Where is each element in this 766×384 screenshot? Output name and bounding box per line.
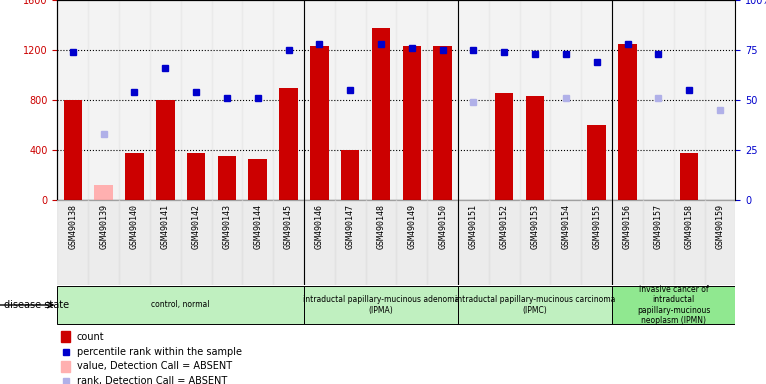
Text: GSM490147: GSM490147	[345, 204, 355, 249]
Bar	[57, 0, 88, 200]
Bar	[643, 0, 674, 200]
Text: disease state: disease state	[4, 300, 69, 310]
Bar	[273, 200, 304, 285]
Bar	[612, 0, 643, 200]
Bar	[427, 200, 458, 285]
Bar	[242, 0, 273, 200]
Bar	[150, 200, 181, 285]
Bar	[304, 200, 335, 285]
Text: GSM490145: GSM490145	[284, 204, 293, 249]
Text: invasive cancer of
intraductal
papillary-mucinous
neoplasm (IPMN): invasive cancer of intraductal papillary…	[637, 285, 710, 325]
Bar	[434, 46, 452, 200]
Text: GSM490138: GSM490138	[68, 204, 77, 249]
Bar	[125, 152, 144, 200]
Bar	[187, 152, 205, 200]
Text: GSM490139: GSM490139	[99, 204, 108, 249]
Text: intraductal papillary-mucinous carcinoma
(IPMC): intraductal papillary-mucinous carcinoma…	[455, 295, 615, 315]
Bar	[612, 286, 735, 324]
Bar	[519, 0, 551, 200]
Bar	[181, 200, 211, 285]
Text: GSM490141: GSM490141	[161, 204, 170, 249]
Bar	[181, 0, 211, 200]
Bar	[705, 200, 735, 285]
Bar	[372, 28, 390, 200]
Bar	[211, 0, 242, 200]
Bar	[64, 100, 82, 200]
Bar	[403, 46, 421, 200]
Bar	[273, 0, 304, 200]
Bar	[335, 0, 365, 200]
Bar	[57, 200, 88, 285]
Bar	[588, 125, 606, 200]
Bar	[643, 200, 674, 285]
Bar	[525, 96, 545, 200]
Text: GSM490146: GSM490146	[315, 204, 324, 249]
Bar	[88, 200, 119, 285]
Bar	[674, 200, 705, 285]
Bar	[489, 0, 519, 200]
Text: GSM490151: GSM490151	[469, 204, 478, 249]
Text: GSM490140: GSM490140	[130, 204, 139, 249]
Bar	[674, 0, 705, 200]
Text: GSM490157: GSM490157	[654, 204, 663, 249]
Bar	[218, 156, 236, 200]
Bar	[551, 200, 581, 285]
Bar	[304, 286, 458, 324]
Text: GSM490155: GSM490155	[592, 204, 601, 249]
Bar	[397, 200, 427, 285]
Bar	[489, 200, 519, 285]
Bar	[150, 0, 181, 200]
Bar	[458, 0, 489, 200]
Bar	[581, 200, 612, 285]
Text: value, Detection Call = ABSENT: value, Detection Call = ABSENT	[77, 361, 232, 371]
Bar	[341, 150, 359, 200]
Bar	[304, 0, 335, 200]
Text: count: count	[77, 332, 104, 342]
Text: GSM490144: GSM490144	[254, 204, 262, 249]
Text: GSM490158: GSM490158	[685, 204, 694, 249]
Bar	[458, 200, 489, 285]
Text: GSM490150: GSM490150	[438, 204, 447, 249]
Bar	[365, 200, 396, 285]
Bar	[551, 0, 581, 200]
Bar	[94, 185, 113, 200]
Bar	[335, 200, 365, 285]
Bar	[618, 44, 637, 200]
Bar	[705, 0, 735, 200]
Text: percentile rank within the sample: percentile rank within the sample	[77, 346, 241, 357]
Bar	[242, 200, 273, 285]
Text: GSM490153: GSM490153	[531, 204, 539, 249]
Bar	[427, 0, 458, 200]
Text: GSM490142: GSM490142	[192, 204, 201, 249]
Bar	[280, 88, 298, 200]
Text: control, normal: control, normal	[152, 301, 210, 310]
Bar	[397, 0, 427, 200]
Text: GSM490156: GSM490156	[623, 204, 632, 249]
Text: GSM490154: GSM490154	[561, 204, 571, 249]
Text: GSM490152: GSM490152	[499, 204, 509, 249]
Text: intraductal papillary-mucinous adenoma
(IPMA): intraductal papillary-mucinous adenoma (…	[303, 295, 459, 315]
Bar	[57, 286, 304, 324]
Bar	[495, 93, 513, 200]
Bar	[211, 200, 242, 285]
Text: GSM490149: GSM490149	[408, 204, 416, 249]
Text: GSM490148: GSM490148	[377, 204, 385, 249]
Text: GSM490159: GSM490159	[715, 204, 725, 249]
Bar	[612, 200, 643, 285]
Bar	[519, 200, 551, 285]
Bar	[88, 0, 119, 200]
Bar	[248, 159, 267, 200]
Text: rank, Detection Call = ABSENT: rank, Detection Call = ABSENT	[77, 376, 227, 384]
Bar	[310, 46, 329, 200]
Bar	[119, 0, 150, 200]
Bar	[119, 200, 150, 285]
Bar	[61, 361, 70, 372]
Bar	[581, 0, 612, 200]
Bar	[61, 331, 70, 342]
Bar	[365, 0, 396, 200]
Bar	[680, 152, 699, 200]
Bar	[156, 100, 175, 200]
Text: GSM490143: GSM490143	[222, 204, 231, 249]
Bar	[458, 286, 612, 324]
